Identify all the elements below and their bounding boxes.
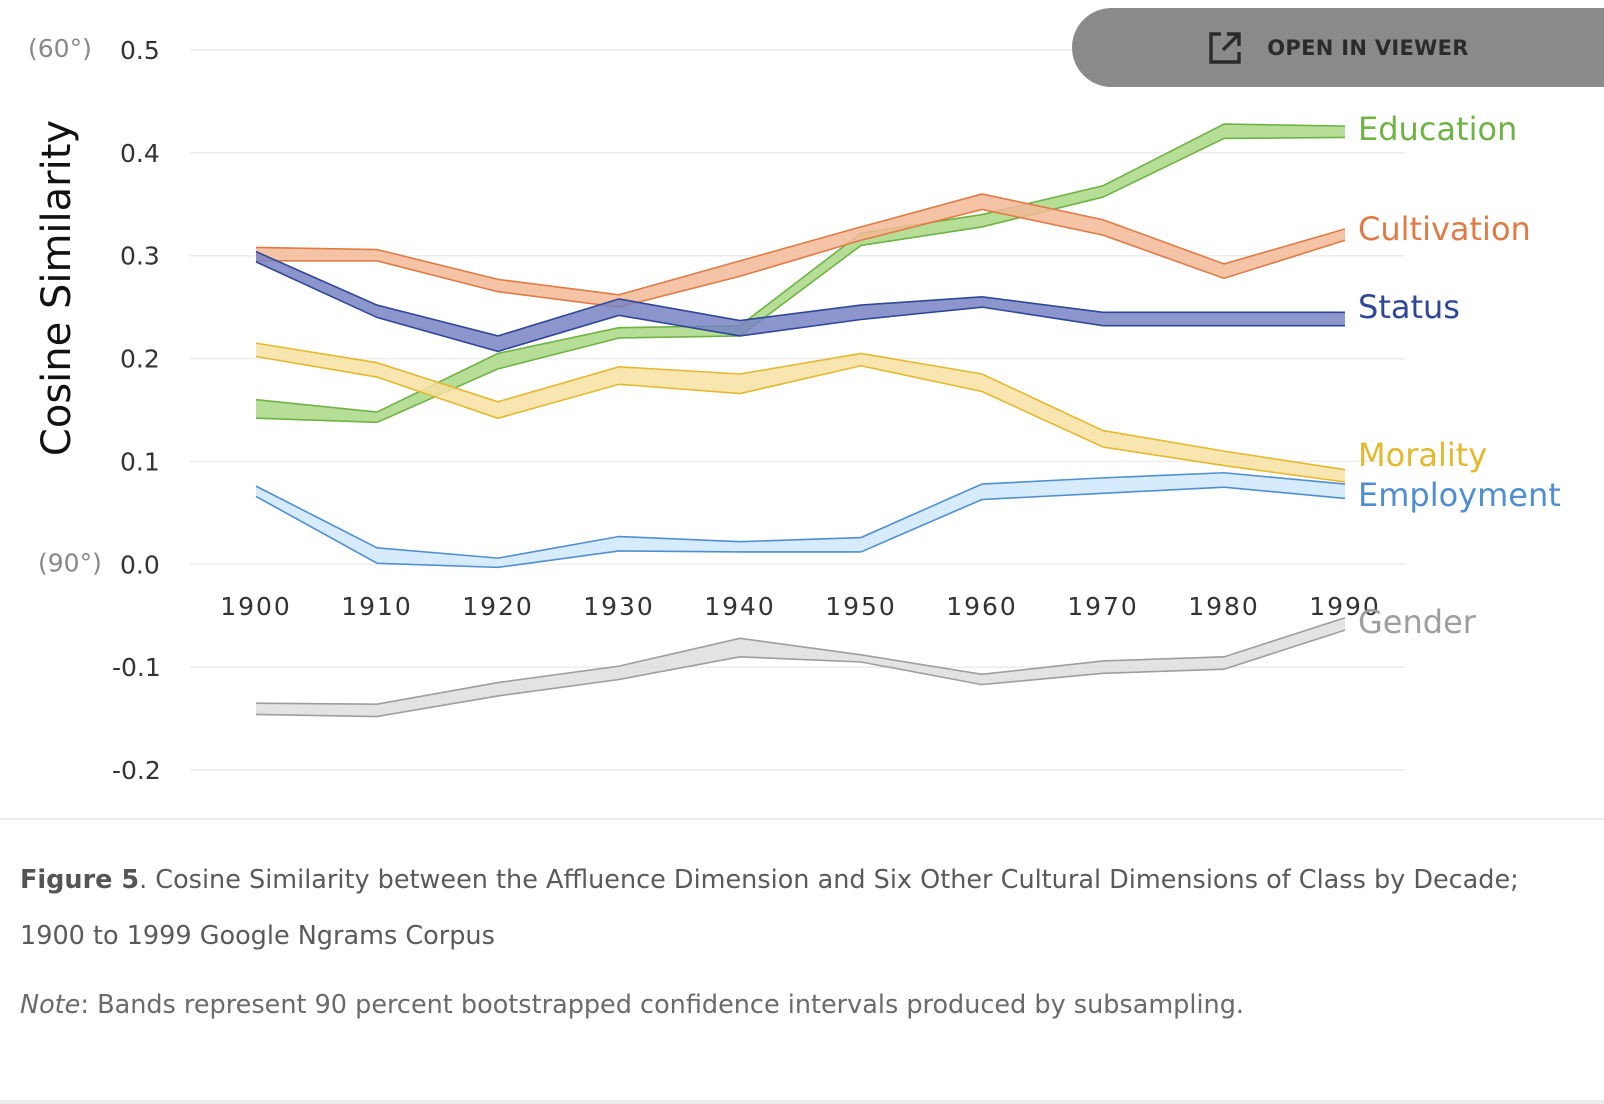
series-label-gender: Gender [1358,603,1477,641]
series-bands [255,123,1346,718]
open-external-icon [1207,30,1243,66]
x-tick-label: 1940 [704,592,776,621]
y-tick-label: 0.0 [120,550,160,579]
y-angle-label: (60°) [28,34,92,63]
series-label-education: Education [1358,110,1517,148]
y-axis: 0.5 (60°) 0.4 0.3 0.2 0.1 0.0 (90°) -0.1 -0.2 [28,34,161,785]
band-cultivation [256,194,1345,308]
y-tick-label: 0.3 [120,242,160,271]
x-tick-label: 1970 [1067,592,1139,621]
series-label-status: Status [1358,288,1460,326]
band-upper-cultivation [255,193,1346,296]
band-upper-status [255,250,1345,337]
x-tick-label: 1930 [583,592,655,621]
band-upper-employment [255,471,1346,559]
band-upper-morality [255,342,1346,471]
x-tick-label: 1950 [825,592,897,621]
series-label-morality: Morality [1358,436,1487,474]
band-morality [256,343,1345,482]
figure-note: Note: Bands represent 90 percent bootstr… [20,990,1580,1020]
series-labels: Education Cultivation Status MoralityEmploy… [1358,110,1561,641]
x-tick-label: 1990 [1309,592,1381,621]
series-label-cultivation: Cultivation [1358,210,1531,248]
y-axis-label: Cosine Similarity [34,120,80,456]
x-tick-label: 1910 [341,592,413,621]
x-tick-label: 1900 [220,592,292,621]
y-tick-label: 0.5 [120,36,160,65]
figure-caption: Figure 5. Cosine Similarity between the … [20,852,1580,964]
y-tick-label: 0.2 [120,345,160,374]
band-upper-gender [255,617,1346,705]
x-tick-label: 1980 [1188,592,1260,621]
y-tick-label: 0.1 [120,447,160,476]
band-lower-cultivation [256,208,1346,308]
x-tick-label: 1920 [462,592,534,621]
note-text: : Bands represent 90 percent bootstrappe… [80,990,1244,1020]
chart: 0.5 (60°) 0.4 0.3 0.2 0.1 0.0 (90°) -0.1 -0.2 190… [28,34,1561,785]
y-angle-label: (90°) [38,548,102,577]
band-lower-employment [255,486,1346,569]
band-lower-status [255,261,1345,353]
y-tick-label: -0.2 [112,756,161,785]
band-lower-morality [255,355,1346,483]
series-label-employment: Employment [1358,476,1561,514]
bottom-divider [0,1100,1604,1104]
figure-label: Figure 5 [20,865,140,895]
figure-caption-text: . Cosine Similarity between the Affluenc… [20,865,1519,951]
y-tick-label: 0.4 [120,139,160,168]
band-employment [256,472,1345,568]
x-tick-label: 1960 [946,592,1018,621]
open-in-viewer-button[interactable]: OPEN IN VIEWER [1072,8,1604,87]
x-axis: 1900 1910 1920 1930 1940 1950 1960 1970 1980 1990 [220,592,1381,621]
note-label: Note [20,990,81,1020]
y-tick-label: -0.1 [112,653,161,682]
band-lower-gender [255,629,1346,718]
open-in-viewer-label: OPEN IN VIEWER [1267,35,1469,60]
divider [0,818,1604,820]
